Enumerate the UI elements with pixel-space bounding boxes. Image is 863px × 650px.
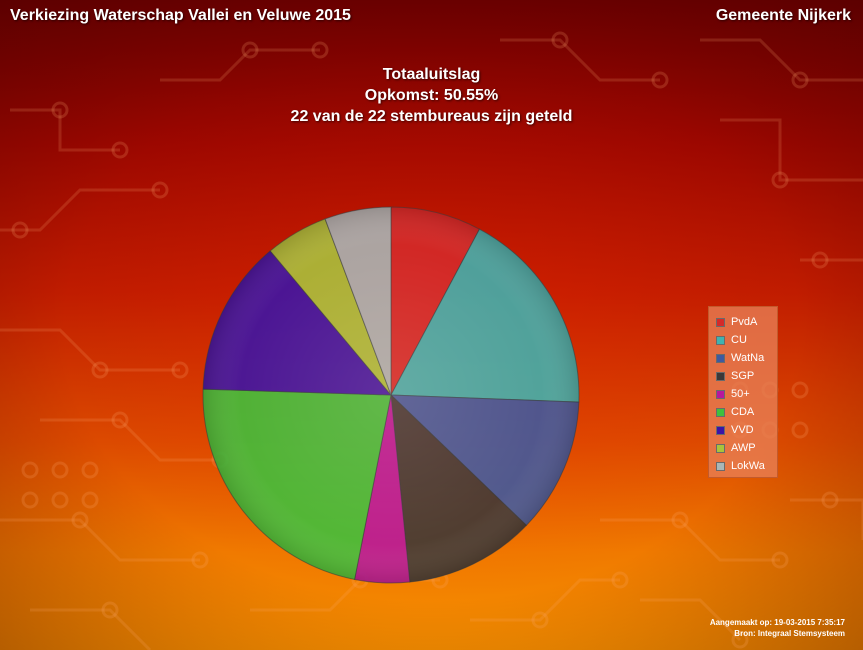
counted-text: 22 van de 22 stembureaus zijn geteld [290, 108, 573, 125]
legend-item-awp: AWP [716, 439, 777, 457]
legend-swatch [716, 461, 725, 471]
legend-swatch [716, 371, 725, 381]
legend-item-sgp: SGP [716, 367, 777, 385]
legend-label: CDA [731, 406, 755, 418]
legend-label: WatNa [731, 352, 765, 364]
legend-label: SGP [731, 370, 755, 382]
source-text: Bron: Integraal Stemsysteem [734, 629, 845, 638]
legend-item-cda: CDA [716, 403, 777, 421]
legend-label: VVD [731, 424, 754, 436]
legend-label: CU [731, 334, 747, 346]
legend-label: PvdA [731, 316, 758, 328]
legend-item-pvda: PvdA [716, 313, 777, 331]
municipality-name: Gemeente Nijkerk [715, 7, 851, 24]
legend-swatch [716, 317, 725, 327]
legend-swatch [716, 443, 725, 453]
footer: Aangemaakt op: 19-03-2015 7:35:17 Bron: … [710, 617, 845, 639]
legend-swatch [716, 353, 725, 363]
legend-swatch [716, 389, 725, 399]
chart-titles: Totaaluitslag Opkomst: 50.55% 22 van de … [0, 64, 863, 127]
legend-swatch [716, 407, 725, 417]
legend-item-vvd: VVD [716, 421, 777, 439]
chart-legend: PvdA CU WatNa SGP 50+ CDA VVD AWP LokWa [708, 306, 778, 478]
chart-title: Totaaluitslag [382, 66, 481, 83]
legend-label: LokWa [731, 460, 765, 472]
legend-swatch [716, 425, 725, 435]
created-timestamp: Aangemaakt op: 19-03-2015 7:35:17 [709, 618, 845, 627]
legend-item-lokwa: LokWa [716, 457, 777, 475]
turnout-text: Opkomst: 50.55% [364, 87, 499, 104]
legend-swatch [716, 335, 725, 345]
legend-label: AWP [731, 442, 756, 454]
legend-item-watna: WatNa [716, 349, 777, 367]
legend-item-50-: 50+ [716, 385, 777, 403]
election-title: Verkiezing Waterschap Vallei en Veluwe 2… [10, 7, 351, 24]
legend-item-cu: CU [716, 331, 777, 349]
legend-label: 50+ [731, 388, 750, 400]
